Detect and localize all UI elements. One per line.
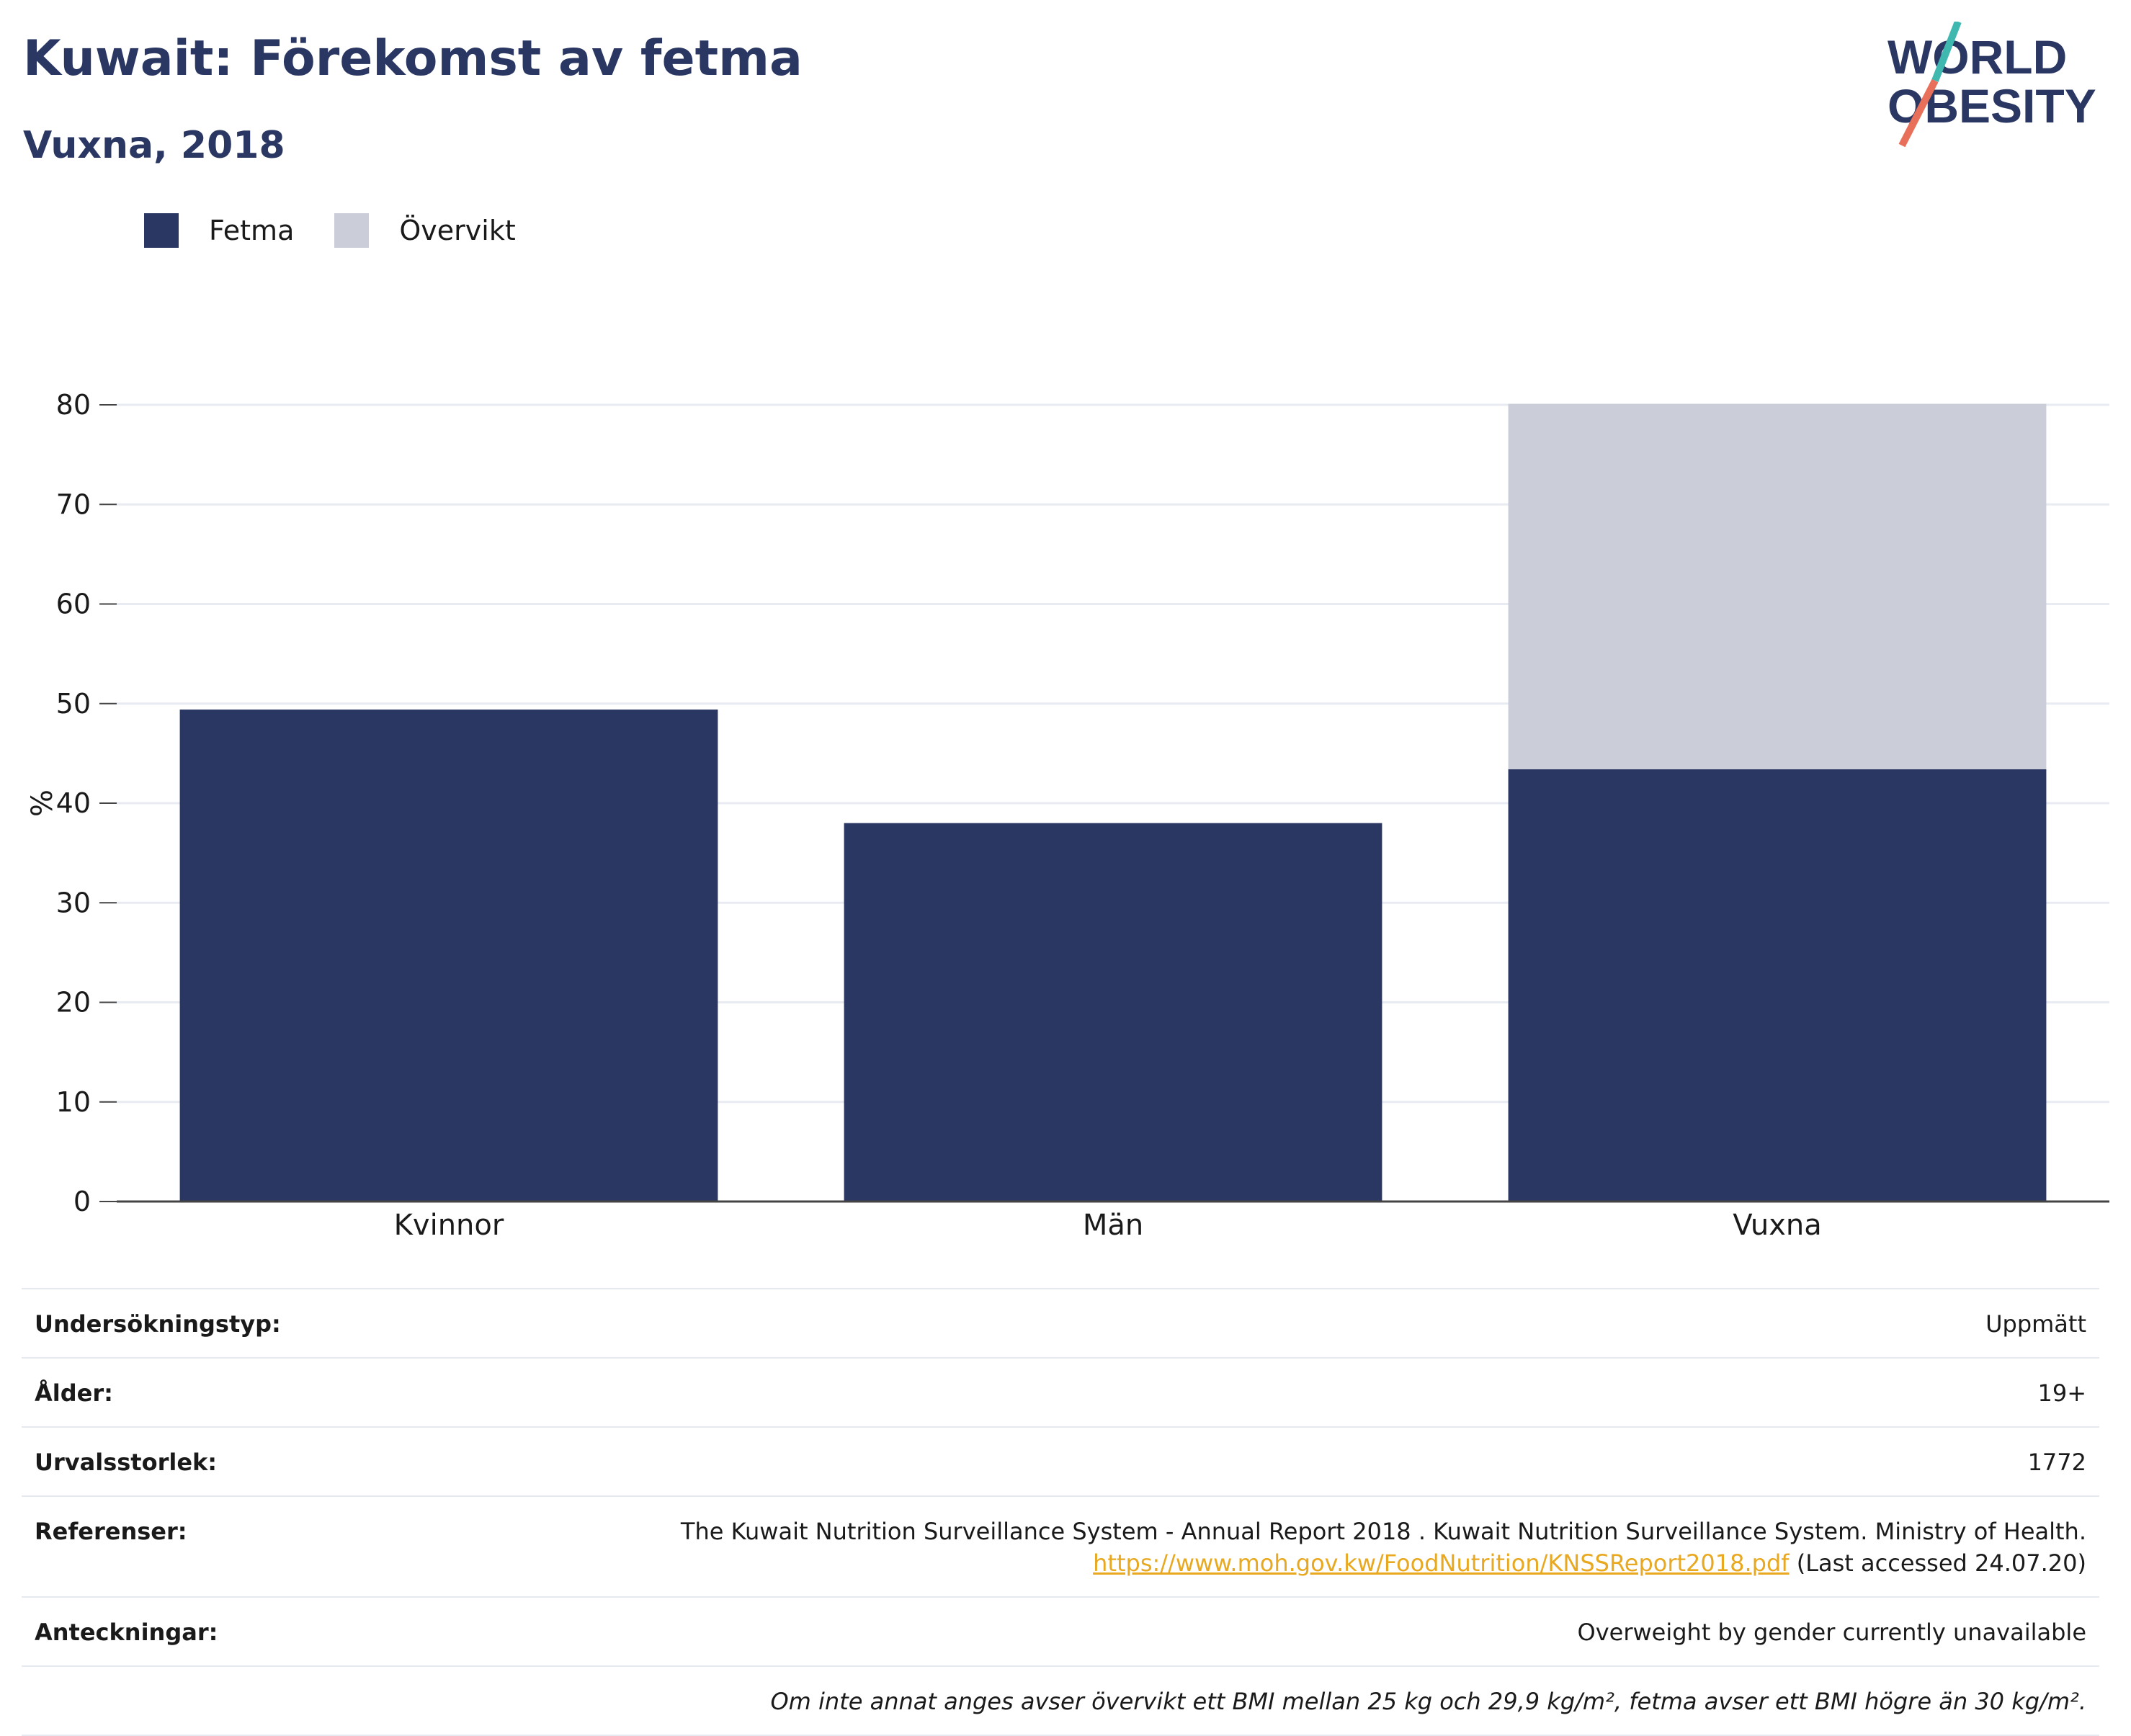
logo-slash-red bbox=[1898, 79, 1939, 148]
bar-obesity-vuxna bbox=[1508, 769, 2047, 1202]
x-tick-label: Kvinnor bbox=[394, 1209, 504, 1242]
reference-text: The Kuwait Nutrition Surveillance System… bbox=[680, 1518, 2086, 1545]
world-obesity-logo: WORLD OBESITY bbox=[1887, 22, 2096, 148]
y-tick-label: 20 bbox=[56, 987, 91, 1019]
x-tick-label: Vuxna bbox=[1733, 1209, 1822, 1242]
page-subtitle: Vuxna, 2018 bbox=[23, 124, 285, 167]
legend-label-obesity: Fetma bbox=[209, 215, 295, 246]
legend-swatch-obesity bbox=[144, 213, 179, 248]
y-tick-label: 10 bbox=[56, 1086, 91, 1118]
y-tick-label: 40 bbox=[56, 787, 91, 819]
y-tick-label: 80 bbox=[56, 389, 91, 421]
y-tick-label: 30 bbox=[56, 887, 91, 918]
reference-accessed: (Last accessed 24.07.20) bbox=[1796, 1549, 2086, 1577]
bar-obesity-män bbox=[844, 823, 1382, 1202]
meta-row-sample-size: Urvalsstorlek: 1772 bbox=[22, 1426, 2099, 1495]
legend-swatch-overweight bbox=[334, 213, 370, 248]
legend-label-overweight: Övervikt bbox=[399, 215, 516, 246]
meta-row-references: Referenser: The Kuwait Nutrition Surveil… bbox=[22, 1495, 2099, 1596]
logo-slash-teal bbox=[1931, 22, 1962, 82]
reference-block: The Kuwait Nutrition Surveillance System… bbox=[681, 1516, 2086, 1579]
reference-link[interactable]: https://www.moh.gov.kw/FoodNutrition/KNS… bbox=[1093, 1549, 1790, 1577]
y-tick-label: 0 bbox=[73, 1186, 91, 1217]
meta-value: Uppmätt bbox=[1985, 1310, 2086, 1338]
logo-line-1: WORLD bbox=[1887, 30, 2067, 84]
meta-label: Anteckningar: bbox=[35, 1619, 218, 1646]
y-tick-label: 70 bbox=[56, 488, 91, 520]
footnote-text: Om inte annat anges avser övervikt ett B… bbox=[770, 1688, 2086, 1715]
meta-value: 19+ bbox=[2037, 1379, 2086, 1407]
y-axis-label: % bbox=[26, 789, 59, 817]
legend-item-overweight[interactable]: Övervikt bbox=[334, 213, 516, 248]
y-tick-label: 50 bbox=[56, 688, 91, 720]
bar-overweight-vuxna bbox=[1508, 403, 2047, 769]
x-tick-label: Män bbox=[1083, 1209, 1143, 1242]
meta-row-footnote: Om inte annat anges avser övervikt ett B… bbox=[22, 1665, 2099, 1736]
meta-value: Overweight by gender currently unavailab… bbox=[1577, 1619, 2087, 1646]
meta-label: Urvalsstorlek: bbox=[35, 1449, 218, 1476]
meta-value: 1772 bbox=[2027, 1449, 2086, 1476]
bar-obesity-kvinnor bbox=[179, 710, 718, 1202]
meta-label: Undersökningstyp: bbox=[35, 1310, 281, 1338]
bar-chart: 0 10 20 30 40 50 60 70 80% Kvinnor Män Vuxna bbox=[26, 389, 2109, 1242]
meta-row-age: Ålder: 19+ bbox=[22, 1357, 2099, 1426]
metadata-table: Undersökningstyp: Uppmätt Ålder: 19+ Urv… bbox=[22, 1288, 2099, 1736]
meta-label: Referenser: bbox=[35, 1518, 187, 1545]
chart-legend: Fetma Övervikt bbox=[144, 213, 556, 248]
meta-label: Ålder: bbox=[35, 1379, 113, 1407]
y-tick-label: 60 bbox=[56, 589, 91, 620]
legend-item-obesity[interactable]: Fetma bbox=[144, 213, 294, 248]
meta-row-survey-type: Undersökningstyp: Uppmätt bbox=[22, 1288, 2099, 1357]
page-title: Kuwait: Förekomst av fetma bbox=[23, 30, 803, 87]
meta-row-notes: Anteckningar: Overweight by gender curre… bbox=[22, 1596, 2099, 1665]
